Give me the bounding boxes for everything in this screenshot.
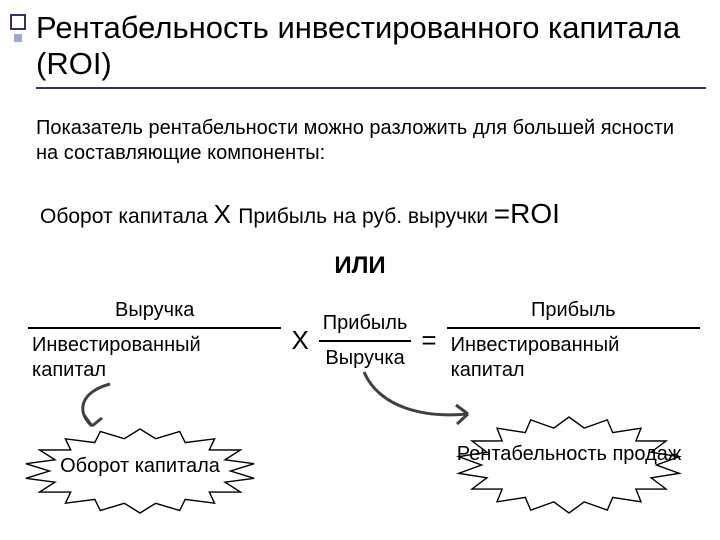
fraction-1-den: Инвестированный капитал	[28, 329, 281, 383]
fraction-1-num: Выручка	[111, 298, 198, 327]
arrow-2	[360, 368, 490, 438]
formula-eq: =ROI	[494, 198, 560, 229]
fraction-2-den: Выручка	[321, 342, 408, 371]
fraction-2-num: Прибыль	[319, 311, 412, 340]
formula-left: Оборот капитала	[40, 205, 208, 228]
formula-right: Прибыль на руб. выручки	[238, 205, 488, 228]
intro-paragraph: Показатель рентабельности можно разложит…	[36, 116, 690, 166]
arrow-1	[70, 382, 150, 442]
formula-text: Оборот капитала Х Прибыль на руб. выручк…	[40, 198, 700, 230]
op-eq: =	[411, 325, 446, 356]
fraction-1: Выручка Инвестированный капитал	[28, 298, 281, 383]
fraction-3-num: Прибыль	[527, 298, 620, 327]
bullet-large	[10, 14, 26, 30]
op-mult: Х	[281, 325, 318, 356]
fraction-2: Прибыль Выручка	[319, 311, 412, 371]
formula-mult: Х	[214, 199, 239, 229]
title-block: Рентабельность инвестированного капитала…	[36, 10, 700, 89]
or-label: ИЛИ	[0, 252, 720, 280]
bullet-small	[14, 34, 22, 42]
page-title: Рентабельность инвестированного капитала…	[36, 10, 700, 81]
title-underline	[36, 87, 706, 89]
